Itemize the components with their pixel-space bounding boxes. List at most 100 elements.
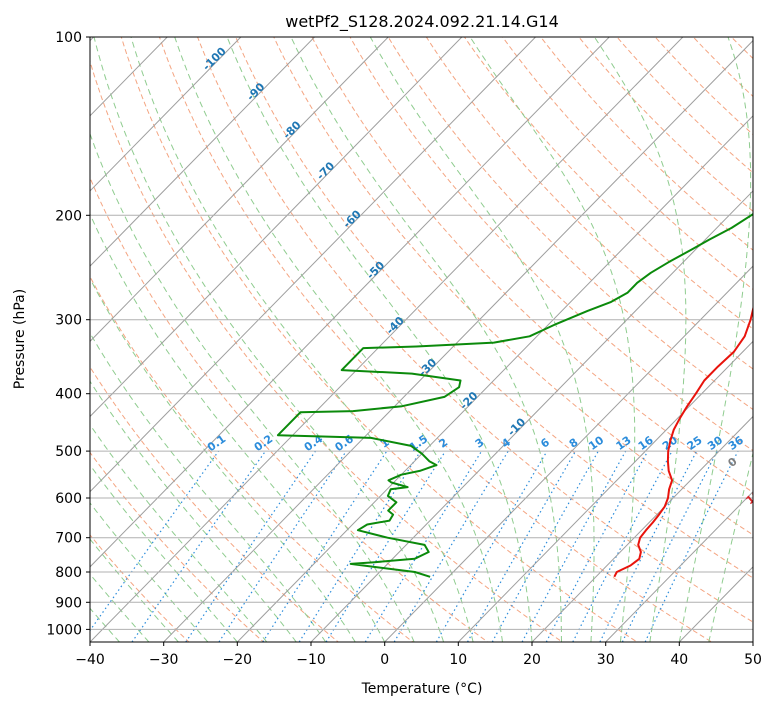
isotherm (90, 37, 389, 343)
x-tick-label: 50 (744, 652, 762, 668)
profiles (276, 212, 753, 578)
isotherm (90, 37, 316, 267)
moist-adiabat (469, 37, 636, 642)
mixing-ratio-line (466, 450, 577, 642)
x-tick-label: 20 (523, 652, 541, 668)
x-axis-label: Temperature (°C) (361, 681, 483, 697)
plot-area: 0.1 0.2 0.4 0.6 1 1.5 2 3 4 6 8 10 13 16 20 25 30 36-100-… (90, 24, 775, 654)
dry-adiabat (540, 37, 753, 251)
isotherm-label: -10 (505, 415, 528, 438)
mixing-ratio-label: 36 (726, 433, 746, 453)
moist-adiabat-label: 20 (756, 515, 775, 535)
y-tick-label: 900 (55, 595, 82, 611)
isotherm-label: -70 (314, 159, 337, 182)
mixing-ratio-label: 30 (705, 433, 725, 453)
isotherm (752, 641, 753, 642)
isotherms (90, 37, 753, 642)
moist-adiabat (90, 502, 209, 642)
moist-adiabat (90, 464, 238, 642)
dry-adiabat (90, 275, 414, 642)
mixing-ratio-label: 8 (567, 436, 581, 451)
isotherm (90, 37, 463, 418)
moist-adiabat (174, 37, 503, 642)
moist-adiabat-label: 30 (769, 544, 775, 564)
dry-adiabat (197, 37, 753, 623)
y-tick-label: 500 (55, 444, 82, 460)
mixing-ratio-label: 3 (473, 436, 487, 451)
moist-adiabat (90, 423, 268, 642)
x-tick-label: 0 (380, 652, 389, 668)
dry-adiabat (501, 37, 753, 290)
y-tick-label: 700 (55, 531, 82, 547)
x-tick-label: −30 (149, 652, 179, 668)
dry-adiabat (756, 24, 775, 654)
dry-adiabat (654, 37, 753, 136)
temperature-profile (613, 305, 753, 578)
isotherm (604, 490, 753, 642)
mixing-ratio-line (218, 450, 347, 642)
mixing-ratio-label: 16 (636, 433, 656, 453)
mixing-ratio-line (572, 450, 673, 642)
x-tick-label: −40 (75, 652, 105, 668)
dry-adiabat (616, 37, 753, 174)
mixing-ratio-line (621, 450, 718, 642)
mixing-ratio-line (435, 450, 548, 642)
y-axis-label: Pressure (hPa) (12, 289, 28, 389)
y-tick-label: 300 (55, 313, 82, 329)
mixing-ratio-label: 6 (538, 436, 552, 451)
mixing-ratio-label: 2 (437, 436, 451, 451)
y-tick-label: 1000 (46, 622, 82, 638)
mixing-ratio-label: 25 (685, 434, 705, 453)
isotherm (90, 37, 242, 192)
isotherm (383, 265, 753, 642)
dry-adiabat (387, 37, 753, 411)
mixing-ratio-line (262, 450, 388, 642)
isotherm (162, 39, 753, 642)
moist-adiabat (369, 37, 595, 642)
x-axis: −40 −30 −20 −10 0 10 20 30 40 50 (75, 642, 762, 668)
isotherm (90, 37, 610, 568)
dry-adiabat (90, 366, 339, 642)
moist-adiabat (708, 451, 753, 642)
mixing-ratio-line (393, 450, 509, 642)
dry-adiabat (578, 37, 753, 212)
mixing-ratio-line (325, 450, 446, 642)
pressure-gridlines (90, 37, 753, 630)
isotherm-label: -20 (457, 389, 480, 412)
dry-adiabat (425, 37, 753, 370)
dry-adiabat (90, 534, 190, 642)
moist-adiabat-label: 10 (743, 487, 763, 507)
dewpoint-profile (276, 212, 753, 578)
dry-adiabat (158, 37, 713, 642)
dry-adiabat (273, 37, 753, 536)
x-tick-label: 30 (597, 652, 615, 668)
x-tick-label: 40 (670, 652, 688, 668)
x-tick-label: −10 (296, 652, 326, 668)
mixing-ratio-label: 1 (378, 436, 392, 451)
isotherm (531, 415, 753, 642)
isotherm (457, 340, 753, 642)
isotherm (236, 115, 753, 642)
moist-adiabat-label: 0 (725, 455, 739, 470)
isotherm (310, 190, 753, 642)
mixing-ratio-line (545, 450, 649, 642)
isotherm-label: -80 (280, 118, 303, 141)
y-tick-label: 100 (55, 30, 82, 46)
moist-adiabat (226, 37, 533, 642)
mixing-ratio-line (599, 450, 698, 642)
dry-adiabat (90, 59, 564, 642)
moist-adiabat (90, 277, 356, 642)
moist-adiabat (93, 37, 445, 642)
y-tick-label: 600 (55, 491, 82, 507)
dry-adiabats (90, 24, 775, 654)
moist-adiabat (90, 212, 386, 642)
mixing-ratio-line (90, 450, 220, 632)
mixing-ratio-line (185, 450, 316, 642)
dry-adiabat (349, 37, 753, 452)
dry-adiabat (235, 37, 753, 579)
moist-adiabat (90, 132, 415, 642)
isotherm (90, 37, 537, 493)
isotherm-label: -100 (200, 44, 229, 73)
moist-adiabat (90, 332, 327, 642)
